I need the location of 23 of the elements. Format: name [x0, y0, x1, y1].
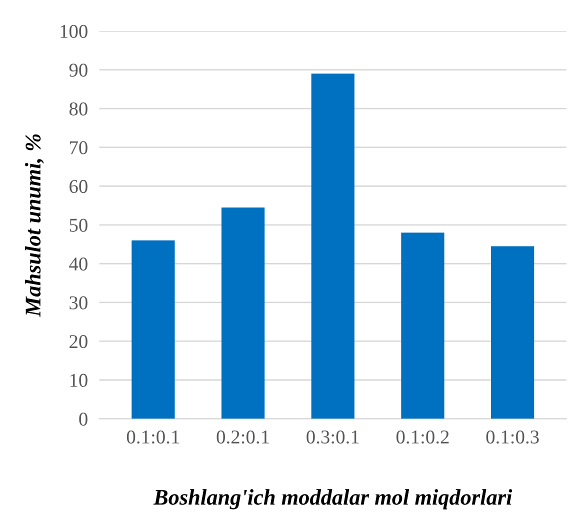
x-tick-label: 0.1:0.3: [486, 430, 539, 444]
x-tick-label: 0.2:0.1: [216, 430, 269, 444]
y-tick-label: 100: [60, 24, 88, 38]
bar: [311, 74, 354, 419]
y-tick-label: 60: [70, 180, 88, 194]
y-tick-label: 0: [79, 412, 88, 426]
y-tick-label: 90: [69, 64, 88, 77]
x-tick-label: 0.1:0.1: [126, 430, 180, 444]
x-axis-title: Boshlang'ich moddalar mol miqdorlari: [153, 489, 512, 510]
bar: [491, 246, 534, 419]
bar: [401, 232, 444, 419]
y-tick-label: 10: [70, 374, 88, 387]
y-tick-label: 50: [70, 218, 88, 232]
y-tick-label: 80: [69, 102, 88, 116]
x-tick-label: 0.3:0.1: [306, 430, 359, 444]
bar: [221, 207, 265, 419]
y-tick-label: 20: [70, 335, 88, 348]
y-axis-title: Mahsulot unumi, %: [24, 134, 44, 317]
y-tick-label: 70: [70, 141, 88, 154]
y-tick-label: 40: [69, 257, 88, 271]
x-tick-label: 0.1:0.2: [396, 430, 449, 444]
y-tick-label: 30: [70, 296, 88, 310]
bar: [132, 240, 175, 419]
